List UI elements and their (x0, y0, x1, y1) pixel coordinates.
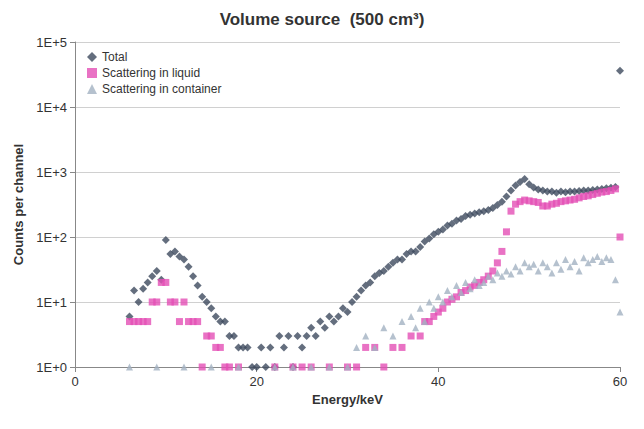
svg-text:1E+1: 1E+1 (36, 295, 67, 310)
svg-text:Scattering in container: Scattering in container (102, 82, 221, 96)
svg-text:Total: Total (102, 50, 127, 64)
svg-text:1E+4: 1E+4 (36, 100, 67, 115)
svg-text:1E+5: 1E+5 (36, 35, 67, 50)
svg-text:Energy/keV: Energy/keV (312, 392, 383, 407)
svg-text:Scattering in liquid: Scattering in liquid (102, 66, 200, 80)
svg-text:1E+2: 1E+2 (36, 230, 67, 245)
svg-text:1E+0: 1E+0 (36, 360, 67, 375)
svg-text:40: 40 (431, 374, 445, 389)
svg-text:20: 20 (249, 374, 263, 389)
svg-text:Volume source (500 cm³): Volume source (500 cm³) (220, 10, 425, 29)
svg-text:Counts per channel: Counts per channel (11, 144, 26, 265)
svg-text:0: 0 (71, 374, 78, 389)
svg-text:60: 60 (613, 374, 627, 389)
svg-text:1E+3: 1E+3 (36, 165, 67, 180)
